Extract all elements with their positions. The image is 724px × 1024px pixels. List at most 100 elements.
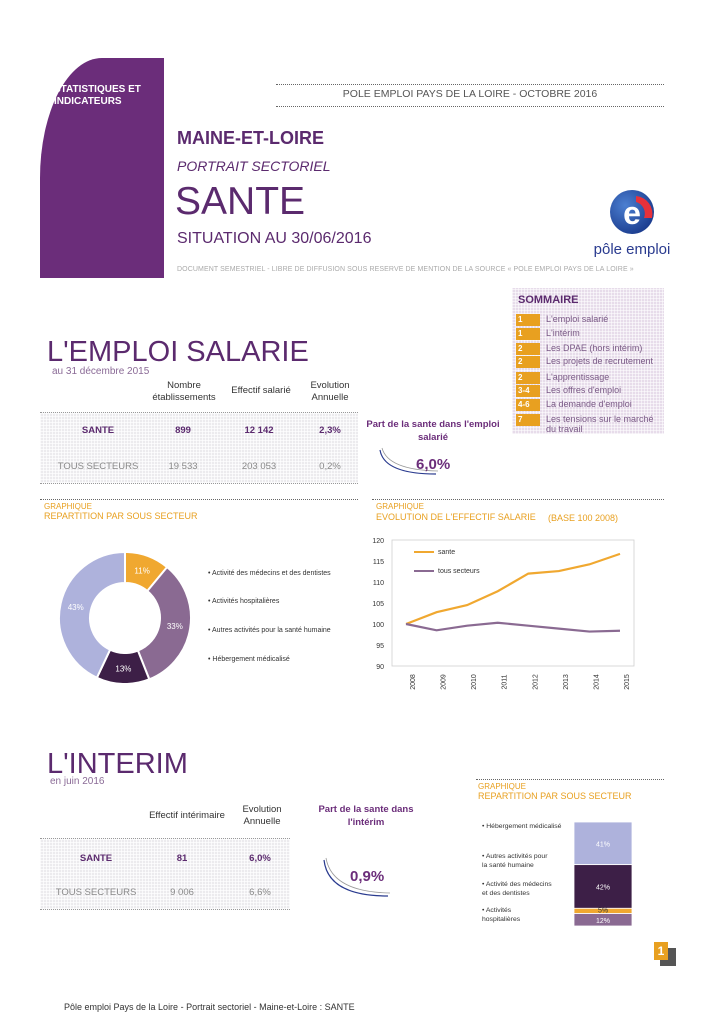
graph-kicker: GRAPHIQUE [44, 502, 93, 511]
legend-item: hospitalières [482, 916, 521, 923]
series-line [405, 621, 621, 633]
toc-page: 2 [516, 356, 540, 368]
x-tick-label: 2011 [502, 674, 509, 689]
toc-label: L'apprentissage [546, 372, 610, 382]
toc-page: 2 [516, 343, 540, 355]
toc-page: 7 [516, 414, 540, 426]
y-tick-label: 105 [372, 601, 384, 608]
page-number: 1 [654, 942, 668, 960]
data-table: SANTE 81 6,0% TOUS SECTEURS 9 006 6,6% [40, 838, 290, 910]
divider [372, 499, 664, 500]
toc-page: 1 [516, 328, 540, 340]
cell-value: 12 142 [244, 425, 274, 436]
graph-title: EVOLUTION DE L'EFFECTIF SALARIE [376, 512, 536, 522]
x-tick-label: 2015 [624, 674, 631, 690]
stack-segment [573, 821, 633, 866]
cell-value: 899 [175, 425, 191, 436]
row-label: TOUS SECTEURS [57, 461, 139, 472]
toc-page: 2 [516, 372, 540, 384]
legend-item: • Autres activités pour [482, 853, 548, 860]
row-label: TOUS SECTEURS [55, 887, 137, 898]
graph-base: (BASE 100 2008) [548, 513, 619, 523]
share-value: 0,9% [350, 868, 385, 885]
logo-letter: e [623, 195, 641, 231]
legend-item: • Autres activités pour la santé humaine [208, 627, 331, 634]
legend-item: • Hébergement médicalisé [482, 823, 562, 830]
column-header: Evolution Annuelle [310, 380, 350, 403]
toc-label: Les projets de recrutement [546, 356, 654, 366]
legend-item: la santé humaine [482, 862, 534, 869]
graph-title: REPARTITION PAR SOUS SECTEUR [478, 791, 632, 801]
cell-value: 9 006 [170, 887, 194, 898]
graph-title: REPARTITION PAR SOUS SECTEUR [44, 511, 198, 521]
stack-segment [573, 913, 633, 927]
stacked-column-chart: 41% 42% 5% 12% • Hébergement médicalisé • Aut… [482, 821, 633, 927]
row-label: SANTE [79, 853, 113, 864]
share-title: Part de la sante dans l'intérim [318, 804, 414, 828]
column-header: Nombre établissements [152, 380, 216, 403]
stack-segment [573, 864, 633, 909]
cell-value: 19 533 [168, 461, 198, 472]
column-header: Effectif salarié [231, 385, 291, 396]
y-tick-label: 100 [372, 622, 384, 629]
column-header: Evolution Annuelle [242, 804, 282, 827]
x-tick-label: 2010 [471, 674, 478, 690]
stack-label: 41% [596, 841, 610, 848]
cell-value: 0,2% [319, 461, 341, 472]
legend-item: • Activités hospitalières [208, 598, 280, 605]
toc-label: L'emploi salarié [546, 314, 609, 324]
toc-label: Les DPAE (hors intérim) [546, 343, 643, 353]
stack-label: 42% [596, 884, 610, 891]
y-tick-label: 95 [376, 643, 384, 650]
y-tick-label: 110 [373, 580, 384, 587]
legend-item: • Activité des médecins [482, 881, 552, 888]
section-title-interim: L'INTERIM [47, 748, 188, 780]
donut-slice-label: 43% [68, 603, 84, 612]
cell-value: 6,0% [249, 853, 271, 864]
swoosh-decoration [379, 447, 439, 475]
legend-item: • Hébergement médicalisé [208, 656, 290, 663]
divider [40, 499, 358, 500]
portrait-kicker: PORTRAIT SECTORIEL [177, 158, 331, 174]
toc-label: Les offres d'emploi [546, 385, 622, 395]
x-tick-label: 2012 [532, 674, 539, 690]
x-tick-label: 2008 [410, 674, 417, 690]
column-header: Effectif intérimaire [149, 810, 225, 821]
row-label: SANTE [81, 425, 115, 436]
toc-title: SOMMAIRE [518, 294, 579, 306]
toc-label: Les tensions sur le marché du travail [546, 414, 654, 434]
legal-notice: DOCUMENT SEMESTRIEL - LIBRE DE DIFFUSION… [177, 266, 634, 273]
situation-date: SITUATION AU 30/06/2016 [177, 230, 372, 247]
section-tab: STATISTIQUES ET INDICATEURS [40, 58, 164, 278]
stack-label: 5% [598, 908, 608, 915]
toc-label: La demande d'emploi [546, 399, 632, 409]
legend-item: • Activités [482, 907, 512, 914]
toc-page: 1 [516, 314, 540, 326]
publisher-line: POLE EMPLOI PAYS DE LA LOIRE - OCTOBRE 2… [342, 88, 598, 100]
y-tick-label: 120 [372, 538, 384, 545]
tab-label: STATISTIQUES ET INDICATEURS [54, 84, 141, 107]
donut-slice-label: 11% [134, 566, 149, 575]
donut-legend: • Activité des médecins et des dentistes… [208, 560, 358, 680]
section-date: en juin 2016 [50, 776, 105, 787]
graph-kicker: GRAPHIQUE [376, 502, 425, 511]
y-tick-label: 115 [373, 559, 384, 566]
divider [276, 84, 664, 85]
graph-kicker: GRAPHIQUE [478, 782, 527, 791]
share-value: 6,0% [416, 456, 451, 473]
swoosh-decoration [323, 857, 391, 897]
stack-label: 12% [596, 918, 610, 925]
toc-page: 4-6 [516, 399, 540, 411]
donut-slice-label: 33% [167, 622, 183, 631]
divider [476, 779, 664, 780]
toc-page: 3-4 [516, 385, 540, 397]
pole-emploi-logo: e pôle emploi [592, 188, 672, 268]
plot-area [391, 539, 635, 667]
cell-value: 81 [176, 853, 188, 864]
x-tick-label: 2014 [593, 674, 600, 690]
cell-value: 6,6% [249, 887, 271, 898]
logo-wordmark: pôle emploi [594, 241, 671, 258]
section-date: au 31 décembre 2015 [52, 366, 150, 377]
y-tick-label: 90 [376, 664, 384, 671]
